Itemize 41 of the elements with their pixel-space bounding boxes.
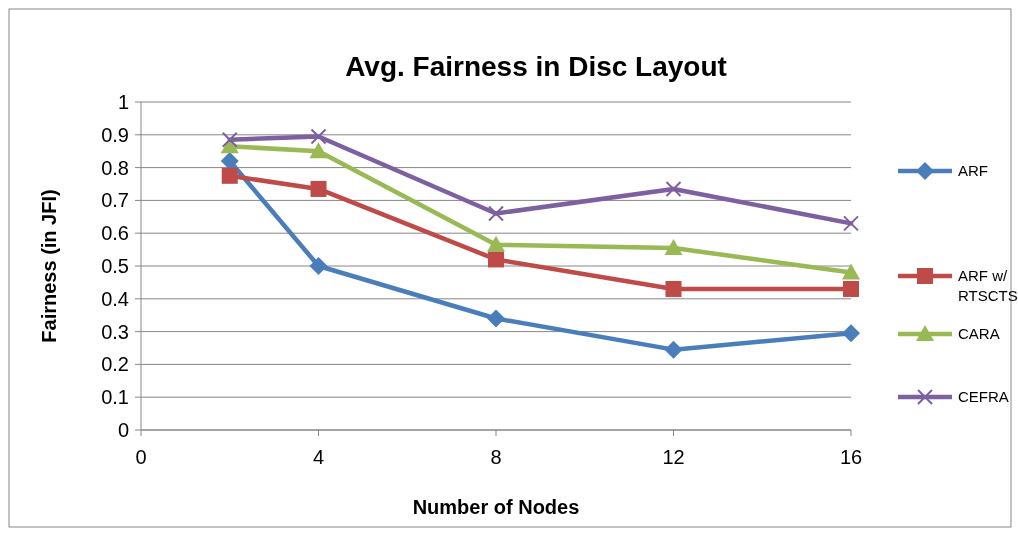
y-tick-label: 0	[117, 419, 129, 441]
y-tick-label: 0.9	[101, 123, 129, 146]
y-tick-label: 0.2	[101, 353, 129, 376]
point	[842, 324, 860, 343]
point	[487, 309, 505, 328]
point	[309, 257, 328, 275]
x-tick-label: 12	[662, 446, 685, 468]
point	[664, 238, 683, 255]
x-tick-label: 0	[135, 446, 147, 468]
y-tick-label: 0.4	[101, 287, 129, 310]
y-tick-label: 0.3	[101, 320, 129, 343]
legend-label: CARA	[958, 325, 1000, 343]
point	[665, 180, 682, 197]
y-axis-title: Fairness (in JFI)	[38, 189, 60, 343]
y-tick-label: 0.8	[101, 156, 129, 179]
y-tick-label: 1	[117, 91, 129, 113]
legend-label: ARF	[958, 162, 988, 180]
point	[309, 142, 328, 159]
point	[664, 340, 683, 359]
x-tick-label: 4	[312, 446, 325, 468]
y-tick-label: 0.7	[101, 189, 129, 212]
x-tick-label: 8	[490, 446, 502, 468]
point	[843, 280, 859, 297]
point	[665, 280, 682, 297]
point	[842, 263, 860, 280]
chart-title: Avg. Fairness in Disc Layout	[345, 51, 727, 82]
point	[310, 180, 327, 197]
x-axis-title: Number of Nodes	[412, 496, 580, 518]
legend-label: CEFRA	[958, 388, 1009, 406]
legend-label: ARF w/ RTSCTS	[958, 267, 1018, 304]
point	[310, 128, 327, 145]
point	[221, 167, 238, 184]
point	[488, 205, 504, 222]
y-tick-label: 0.1	[101, 386, 129, 409]
y-tick-label: 0.6	[101, 222, 129, 245]
point	[221, 131, 238, 148]
point	[488, 251, 504, 268]
x-tick-label: 16	[839, 446, 863, 468]
point	[843, 215, 859, 232]
point	[487, 235, 505, 252]
y-tick-label: 0.5	[101, 255, 129, 277]
